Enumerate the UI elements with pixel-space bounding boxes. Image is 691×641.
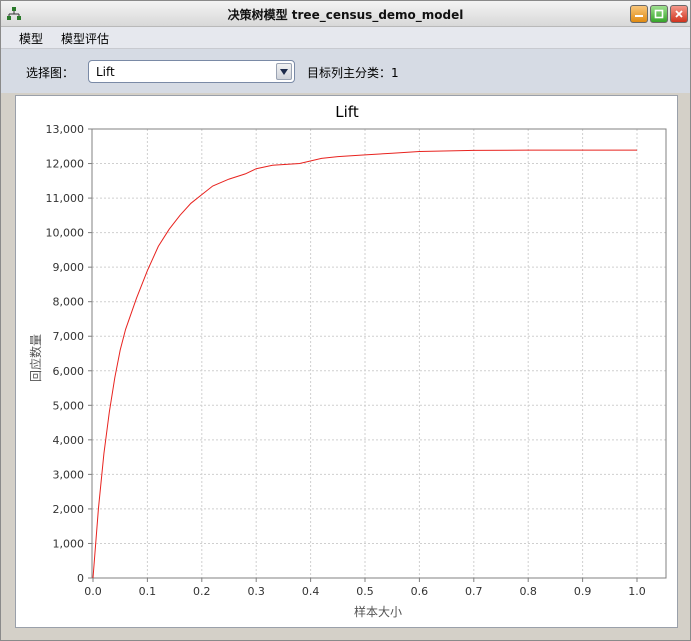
y-tick-label: 2,000 xyxy=(53,503,85,516)
y-tick-label: 6,000 xyxy=(53,365,85,378)
menu-bar: 模型 模型评估 xyxy=(1,27,690,49)
lift-curve-line xyxy=(92,149,637,579)
y-tick-label: 12,000 xyxy=(46,158,85,171)
x-tick-label: 0.9 xyxy=(574,585,592,598)
chart-select-label: 选择图： xyxy=(26,66,75,80)
minimize-icon xyxy=(635,15,643,17)
y-tick-label: 11,000 xyxy=(46,192,85,205)
plot-area xyxy=(91,128,667,579)
y-tick-label: 4,000 xyxy=(53,434,85,447)
chart-panel: Lift 0 1,000 2,000 3,000 4,000 5,000 6,000 7,00… xyxy=(15,95,678,628)
y-axis-label: 回应数量 xyxy=(28,334,43,382)
window-title: 决策树模型 tree_census_demo_model xyxy=(227,8,464,22)
dropdown-arrow-button[interactable] xyxy=(276,63,292,80)
close-icon xyxy=(675,10,683,18)
chart-type-select[interactable]: Lift xyxy=(88,60,295,83)
x-tick-label: 0.3 xyxy=(247,585,265,598)
y-tick-label: 1,000 xyxy=(53,537,85,550)
menu-model[interactable]: 模型 xyxy=(19,32,44,46)
x-tick-label: 0.6 xyxy=(411,585,429,598)
y-tick-label: 7,000 xyxy=(53,330,85,343)
x-tick-label: 0.8 xyxy=(519,585,537,598)
lift-chart: Lift 0 1,000 2,000 3,000 4,000 5,000 6,000 7,00… xyxy=(28,103,667,619)
x-tick-label: 0.5 xyxy=(356,585,374,598)
chart-type-value: Lift xyxy=(96,65,115,79)
chart-grid xyxy=(92,129,666,578)
y-tick-label: 5,000 xyxy=(53,399,85,412)
y-tick-label: 0 xyxy=(77,572,84,585)
x-tick-label: 0.1 xyxy=(139,585,157,598)
y-axis: 0 1,000 2,000 3,000 4,000 5,000 6,000 7,000 8,00… xyxy=(46,123,92,585)
close-button[interactable] xyxy=(670,5,688,23)
y-tick-label: 8,000 xyxy=(53,296,85,309)
chart-toolbar: 选择图： xyxy=(1,49,690,93)
chevron-down-icon xyxy=(280,68,288,75)
x-tick-label: 0.7 xyxy=(465,585,483,598)
target-class-label: 目标列主分类：1 xyxy=(307,66,399,80)
x-tick-label: 0.4 xyxy=(302,585,320,598)
x-axis-label: 样本大小 xyxy=(354,604,402,619)
title-bar[interactable]: 决策树模型 tree_census_demo_model xyxy=(1,1,690,27)
x-tick-label: 0.2 xyxy=(193,585,211,598)
x-axis: 0.0 0.1 0.2 0.3 0.4 0.5 0.6 0.7 0.8 0.9 1.0 xyxy=(84,578,646,598)
menu-model-evaluation[interactable]: 模型评估 xyxy=(61,32,110,46)
y-tick-label: 3,000 xyxy=(53,468,85,481)
x-tick-label: 0.0 xyxy=(84,585,102,598)
maximize-icon xyxy=(654,9,664,19)
minimize-button[interactable] xyxy=(630,5,648,23)
x-tick-label: 1.0 xyxy=(628,585,646,598)
maximize-button[interactable] xyxy=(650,5,668,23)
tree-diagram-icon xyxy=(7,7,21,20)
y-tick-label: 13,000 xyxy=(46,123,85,136)
y-tick-label: 9,000 xyxy=(53,261,85,274)
y-tick-label: 10,000 xyxy=(46,227,85,240)
chart-title: Lift xyxy=(335,103,359,121)
